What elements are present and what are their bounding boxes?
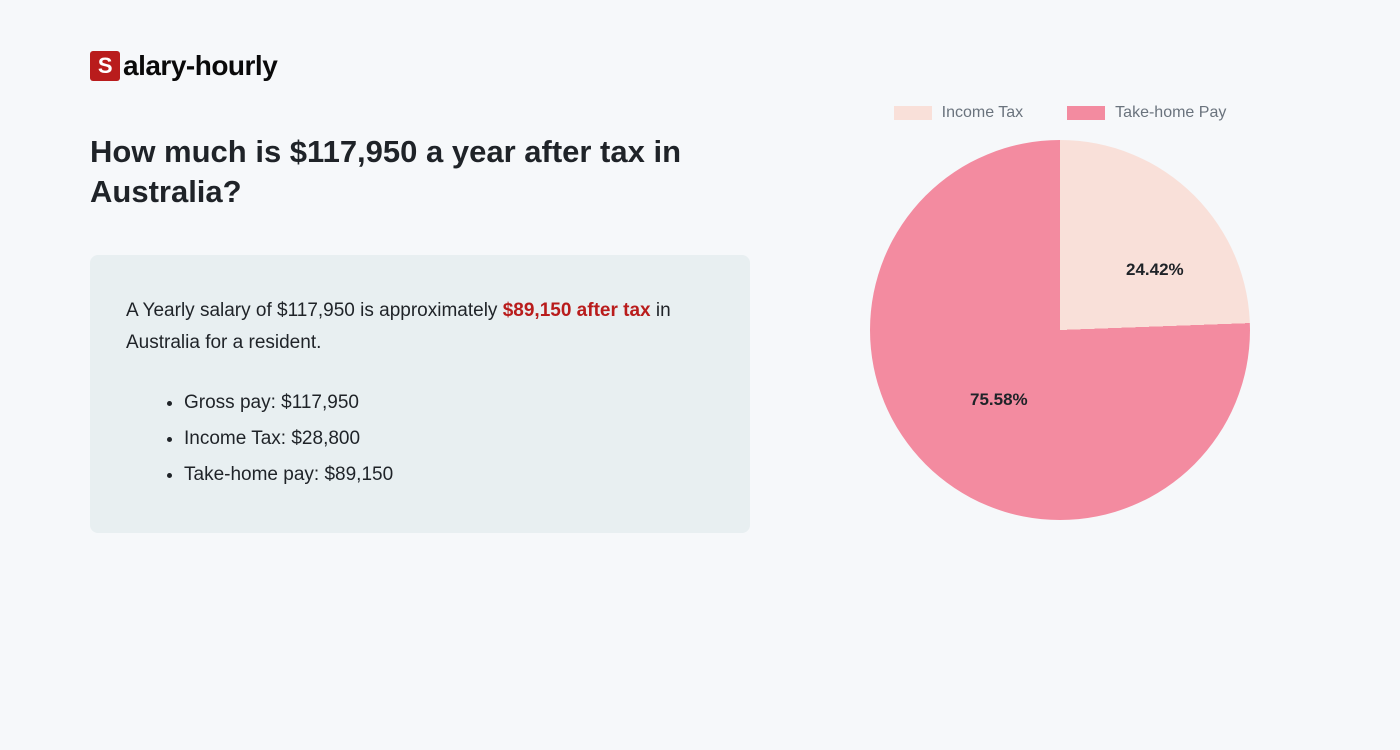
logo-text: alary-hourly [123,50,277,82]
legend-item-income-tax: Income Tax [894,104,1024,122]
chart-column: Income Tax Take-home Pay 24.42% 75.58% [810,104,1310,533]
list-item: Gross pay: $117,950 [184,385,714,421]
summary-box: A Yearly salary of $117,950 is approxima… [90,255,750,534]
summary-highlight: $89,150 after tax [503,300,651,321]
legend-label: Income Tax [942,104,1024,122]
pie-chart: 24.42% 75.58% [870,140,1250,520]
left-column: How much is $117,950 a year after tax in… [90,132,750,533]
bullet-list: Gross pay: $117,950 Income Tax: $28,800 … [126,385,714,493]
summary-prefix: A Yearly salary of $117,950 is approxima… [126,300,503,321]
legend-label: Take-home Pay [1115,104,1226,122]
legend-item-take-home: Take-home Pay [1067,104,1226,122]
legend-swatch [1067,106,1105,120]
summary-text: A Yearly salary of $117,950 is approxima… [126,295,714,360]
chart-legend: Income Tax Take-home Pay [810,104,1310,122]
logo-s-icon: S [90,51,120,81]
legend-swatch [894,106,932,120]
list-item: Income Tax: $28,800 [184,421,714,457]
pie-slices [870,140,1250,520]
page-container: Salary-hourly How much is $117,950 a yea… [0,0,1400,583]
page-title: How much is $117,950 a year after tax in… [90,132,750,213]
list-item: Take-home pay: $89,150 [184,457,714,493]
pie-label-income-tax: 24.42% [1126,260,1184,280]
pie-label-take-home: 75.58% [970,390,1028,410]
site-logo: Salary-hourly [90,50,1310,82]
content-row: How much is $117,950 a year after tax in… [90,132,1310,533]
